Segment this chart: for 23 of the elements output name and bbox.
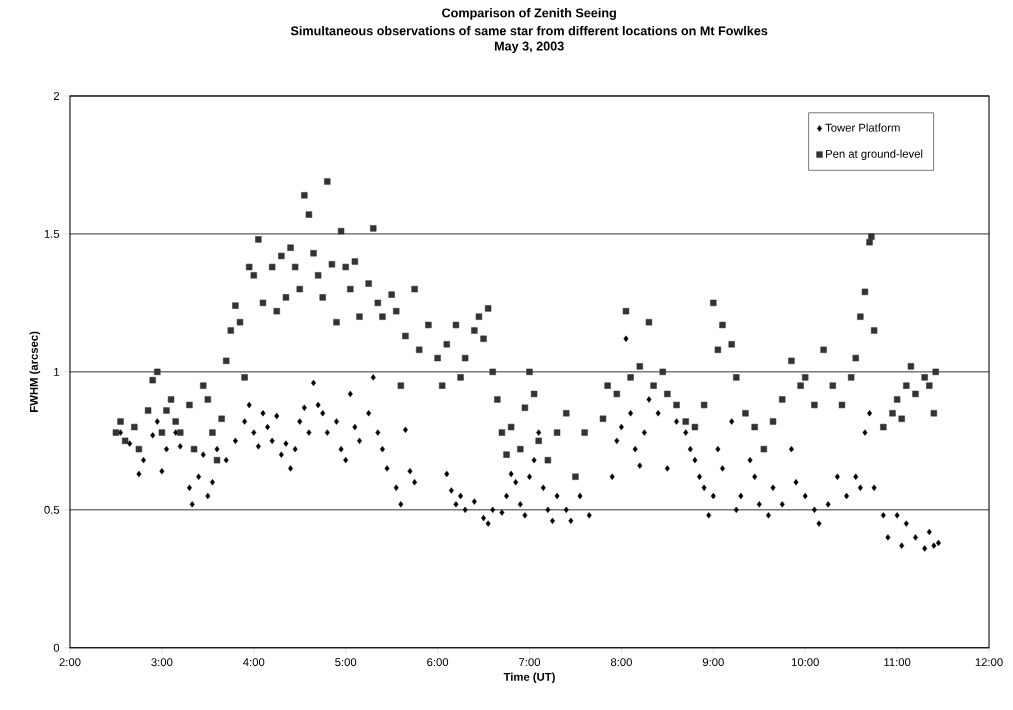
- legend-label: Pen at ground-level: [826, 149, 923, 161]
- legend-label: Tower Platform: [825, 123, 900, 132]
- chart-subtitle: Simultaneous observations of same star from different locations on Mt Fowlkes: [290, 26, 768, 36]
- x-tick-label: 8:00: [610, 658, 632, 667]
- x-tick-label: 5:00: [335, 658, 357, 667]
- y-tick-label: 1.5: [44, 230, 60, 238]
- x-tick-label: 6:00: [427, 658, 449, 667]
- x-tick-label: 9:00: [702, 658, 724, 667]
- x-tick-label: 7:00: [519, 658, 541, 667]
- y-tick-label: 0.5: [44, 505, 60, 514]
- x-axis-title: Time (UT): [503, 672, 555, 684]
- y-tick-label: 0: [53, 643, 60, 652]
- y-axis-title: FWHM (arcsec): [29, 331, 41, 412]
- x-tick-label: 2:00: [59, 658, 81, 667]
- x-tick-label: 4:00: [243, 658, 265, 667]
- y-tick-label: 2: [53, 92, 60, 101]
- x-tick-label: 11:00: [884, 658, 911, 667]
- x-tick-label: 10:00: [791, 658, 819, 667]
- x-tick-label: 12:00: [975, 658, 1003, 667]
- y-tick-label: 1: [54, 368, 60, 376]
- chart-title: Comparison of Zenith Seeing: [442, 8, 616, 20]
- x-tick-label: 3:00: [151, 658, 173, 667]
- text: May 3, 2003: [494, 41, 564, 54]
